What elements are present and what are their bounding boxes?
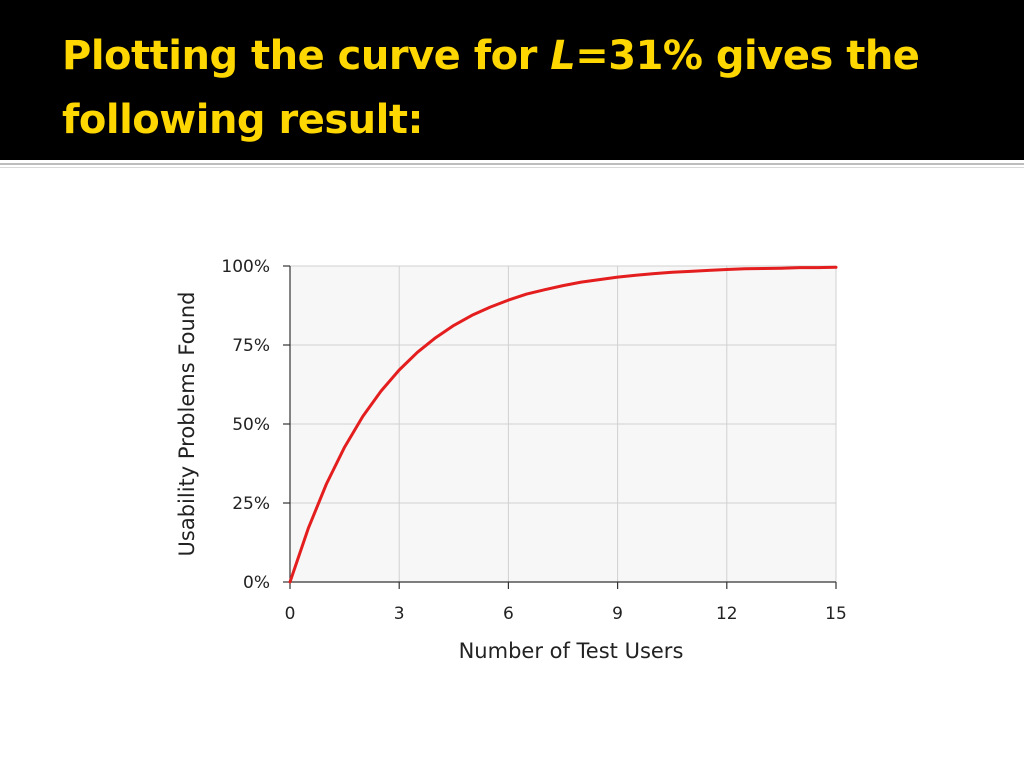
title-variable: L xyxy=(550,33,576,79)
y-tick-label: 25% xyxy=(232,494,270,514)
x-tick-label: 0 xyxy=(285,604,296,624)
y-tick-label: 75% xyxy=(232,336,270,356)
title-prefix: Plotting the curve for xyxy=(62,33,551,79)
y-tick-label: 0% xyxy=(243,573,270,593)
x-tick-label: 6 xyxy=(503,604,514,624)
y-axis-title: Usability Problems Found xyxy=(175,292,199,557)
x-tick-label: 9 xyxy=(612,604,623,624)
slide-title: Plotting the curve for L=31% gives the f… xyxy=(62,24,982,152)
y-tick-label: 50% xyxy=(232,415,270,435)
title-suffix: =31% gives the following result: xyxy=(62,33,920,143)
x-tick-label: 3 xyxy=(394,604,405,624)
x-axis-title: Number of Test Users xyxy=(459,639,684,663)
title-bar xyxy=(0,0,1024,160)
y-tick-label: 100% xyxy=(221,257,270,277)
series-line xyxy=(288,265,838,584)
title-divider-thin xyxy=(0,167,1024,168)
x-tick-label: 12 xyxy=(716,604,738,624)
x-tick-label: 15 xyxy=(825,604,847,624)
title-divider xyxy=(0,163,1024,165)
